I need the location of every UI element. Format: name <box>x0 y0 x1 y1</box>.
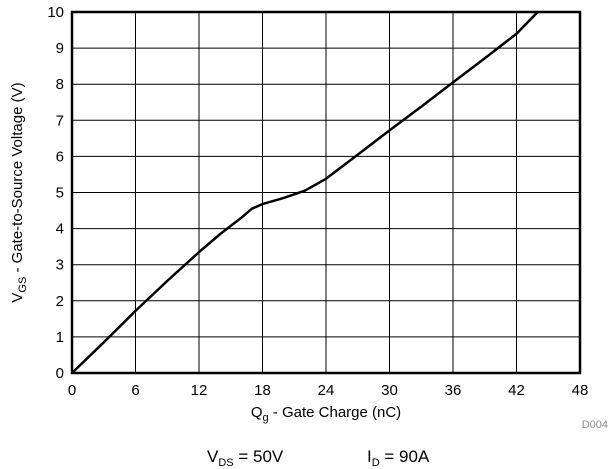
data-series-line <box>71 11 539 374</box>
y-tick-labels: 0 1 2 3 4 5 6 7 8 9 10 <box>47 4 64 382</box>
y-tick-label: 4 <box>56 221 64 238</box>
x-tick-label: 6 <box>131 382 139 399</box>
y-tick-label: 8 <box>56 76 64 93</box>
x-axis-label: Qg - Gate Charge (nC) <box>251 404 401 424</box>
y-tick-label: 10 <box>47 4 64 21</box>
x-tick-label: 48 <box>572 382 589 399</box>
x-tick-label: 36 <box>445 382 462 399</box>
figure-code: D004 <box>582 419 608 431</box>
y-axis-label: VGS - Gate-to-Source Voltage (V) <box>9 82 29 302</box>
plot-frame <box>70 10 582 375</box>
x-tick-labels: 0 6 12 18 24 30 36 42 48 <box>68 382 589 399</box>
x-tick-label: 30 <box>381 382 398 399</box>
y-tick-label: 0 <box>56 365 64 382</box>
y-tick-label: 3 <box>56 257 64 274</box>
y-tick-label: 5 <box>56 185 64 202</box>
x-tick-label: 18 <box>254 382 271 399</box>
x-tick-label: 24 <box>318 382 335 399</box>
vds-condition: VDS = 50V <box>207 447 284 469</box>
x-tick-label: 12 <box>191 382 208 399</box>
grid-lines <box>71 11 581 374</box>
x-tick-label: 0 <box>68 382 76 399</box>
x-tick-label: 42 <box>508 382 525 399</box>
y-tick-label: 7 <box>56 112 64 129</box>
y-tick-label: 6 <box>56 148 64 165</box>
y-tick-label: 9 <box>56 40 64 57</box>
id-condition: ID = 90A <box>367 447 430 469</box>
y-tick-label: 1 <box>56 329 64 346</box>
y-tick-label: 2 <box>56 293 64 310</box>
